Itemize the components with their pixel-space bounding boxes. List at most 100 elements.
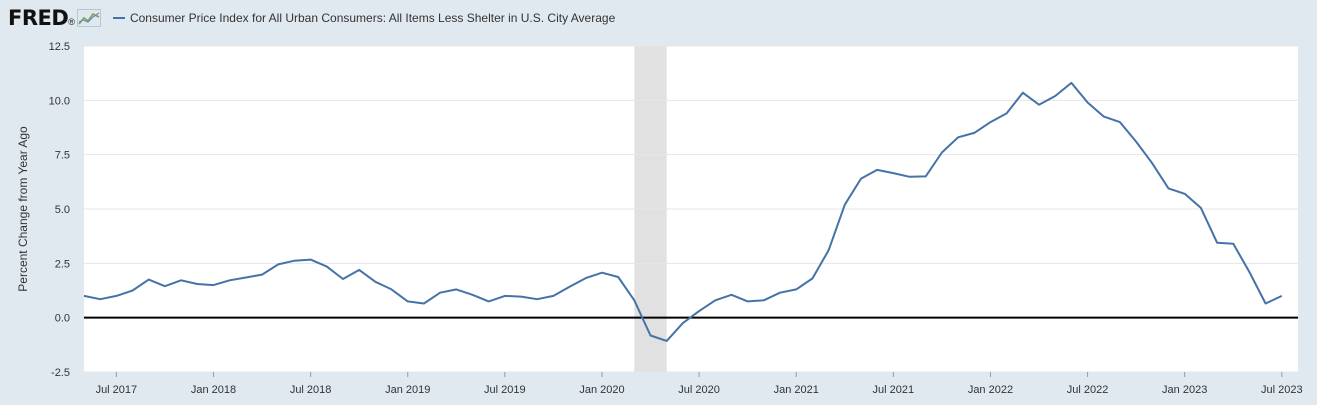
data-point[interactable] bbox=[97, 296, 103, 302]
data-point[interactable] bbox=[761, 297, 767, 303]
data-point[interactable] bbox=[696, 308, 702, 314]
fred-logo[interactable]: FRED bbox=[8, 6, 69, 30]
data-point[interactable] bbox=[907, 174, 913, 180]
data-point[interactable] bbox=[113, 293, 119, 299]
data-point[interactable] bbox=[210, 282, 216, 288]
data-point[interactable] bbox=[890, 170, 896, 176]
data-point[interactable] bbox=[1198, 205, 1204, 211]
data-point[interactable] bbox=[1101, 114, 1107, 120]
data-point[interactable] bbox=[534, 296, 540, 302]
data-point[interactable] bbox=[955, 134, 961, 140]
data-point[interactable] bbox=[858, 176, 864, 182]
data-point[interactable] bbox=[987, 119, 993, 125]
data-point[interactable] bbox=[162, 283, 168, 289]
data-point[interactable] bbox=[356, 267, 362, 273]
data-point[interactable] bbox=[1052, 93, 1058, 99]
x-axis-ticks: Jul 2017 Jan 2018 Jul 2018 Jan 2019 Jul 2019… bbox=[96, 372, 1303, 396]
data-point[interactable] bbox=[469, 292, 475, 298]
data-point[interactable] bbox=[243, 274, 249, 280]
y-tick-label: 7.5 bbox=[55, 150, 70, 162]
data-point[interactable] bbox=[1214, 240, 1220, 246]
data-point[interactable] bbox=[1263, 301, 1269, 307]
data-point[interactable] bbox=[308, 257, 314, 263]
x-tick-label: Jul 2019 bbox=[484, 384, 526, 396]
data-point[interactable] bbox=[1085, 100, 1091, 106]
data-point[interactable] bbox=[939, 149, 945, 155]
data-point[interactable] bbox=[923, 173, 929, 179]
data-point[interactable] bbox=[146, 277, 152, 283]
data-point[interactable] bbox=[81, 293, 87, 299]
series-line[interactable] bbox=[83, 81, 1283, 342]
data-point[interactable] bbox=[437, 290, 443, 296]
x-tick-label: Jul 2021 bbox=[873, 384, 915, 396]
y-tick-label: 10.0 bbox=[49, 95, 70, 107]
data-point[interactable] bbox=[291, 258, 297, 264]
data-point[interactable] bbox=[372, 279, 378, 285]
data-point[interactable] bbox=[793, 286, 799, 292]
data-point[interactable] bbox=[421, 301, 427, 307]
data-point[interactable] bbox=[194, 281, 200, 287]
y-axis-label: Percent Change from Year Ago bbox=[16, 126, 30, 292]
data-point[interactable] bbox=[842, 202, 848, 208]
chart-header: FRED ® Consumer Price Index for All Urba… bbox=[8, 4, 615, 32]
data-point[interactable] bbox=[1133, 139, 1139, 145]
data-point[interactable] bbox=[583, 275, 589, 281]
data-point[interactable] bbox=[389, 286, 395, 292]
data-point[interactable] bbox=[1068, 80, 1074, 86]
data-point[interactable] bbox=[826, 247, 832, 253]
data-point[interactable] bbox=[648, 332, 654, 338]
data-point[interactable] bbox=[518, 294, 524, 300]
data-point[interactable] bbox=[1036, 102, 1042, 108]
data-point[interactable] bbox=[1246, 269, 1252, 275]
legend-swatch bbox=[112, 17, 125, 19]
data-point[interactable] bbox=[275, 261, 281, 267]
data-point[interactable] bbox=[130, 288, 136, 294]
x-tick-label: Jan 2022 bbox=[968, 384, 1013, 396]
data-point[interactable] bbox=[874, 167, 880, 173]
legend-label[interactable]: Consumer Price Index for All Urban Consu… bbox=[129, 11, 616, 25]
data-point[interactable] bbox=[340, 276, 346, 282]
data-point[interactable] bbox=[971, 130, 977, 136]
data-point[interactable] bbox=[809, 276, 815, 282]
data-point[interactable] bbox=[405, 298, 411, 304]
x-tick-label: Jul 2017 bbox=[96, 384, 138, 396]
data-point[interactable] bbox=[1182, 191, 1188, 197]
data-point[interactable] bbox=[599, 270, 605, 276]
x-tick-label: Jan 2023 bbox=[1162, 384, 1207, 396]
data-point[interactable] bbox=[502, 293, 508, 299]
data-point[interactable] bbox=[1230, 241, 1236, 247]
data-point[interactable] bbox=[259, 272, 265, 278]
y-tick-label: 5.0 bbox=[55, 204, 70, 216]
x-tick-label: Jan 2018 bbox=[191, 384, 236, 396]
data-point[interactable] bbox=[178, 277, 184, 283]
x-tick-label: Jul 2018 bbox=[290, 384, 332, 396]
data-point[interactable] bbox=[615, 274, 621, 280]
data-point[interactable] bbox=[453, 286, 459, 292]
x-tick-label: Jan 2020 bbox=[579, 384, 624, 396]
data-point[interactable] bbox=[1004, 110, 1010, 116]
data-point[interactable] bbox=[1020, 90, 1026, 96]
data-point[interactable] bbox=[1149, 160, 1155, 166]
data-point[interactable] bbox=[631, 297, 637, 303]
data-point[interactable] bbox=[486, 298, 492, 304]
y-tick-label: 2.5 bbox=[55, 258, 70, 270]
data-point[interactable] bbox=[777, 290, 783, 296]
data-point[interactable] bbox=[567, 284, 573, 290]
data-point[interactable] bbox=[745, 298, 751, 304]
x-tick-label: Jul 2020 bbox=[678, 384, 720, 396]
data-point[interactable] bbox=[712, 297, 718, 303]
y-tick-label: 0.0 bbox=[55, 313, 70, 325]
registered-mark: ® bbox=[68, 17, 75, 27]
data-point[interactable] bbox=[324, 264, 330, 270]
data-point[interactable] bbox=[550, 293, 556, 299]
legend[interactable]: Consumer Price Index for All Urban Consu… bbox=[112, 11, 616, 25]
data-point[interactable] bbox=[1279, 293, 1285, 299]
data-point[interactable] bbox=[1117, 119, 1123, 125]
data-point[interactable] bbox=[664, 338, 670, 344]
series-layer bbox=[81, 80, 1285, 344]
data-point[interactable] bbox=[680, 320, 686, 326]
data-point[interactable] bbox=[1166, 185, 1172, 191]
data-point[interactable] bbox=[227, 277, 233, 283]
data-point[interactable] bbox=[728, 292, 734, 298]
